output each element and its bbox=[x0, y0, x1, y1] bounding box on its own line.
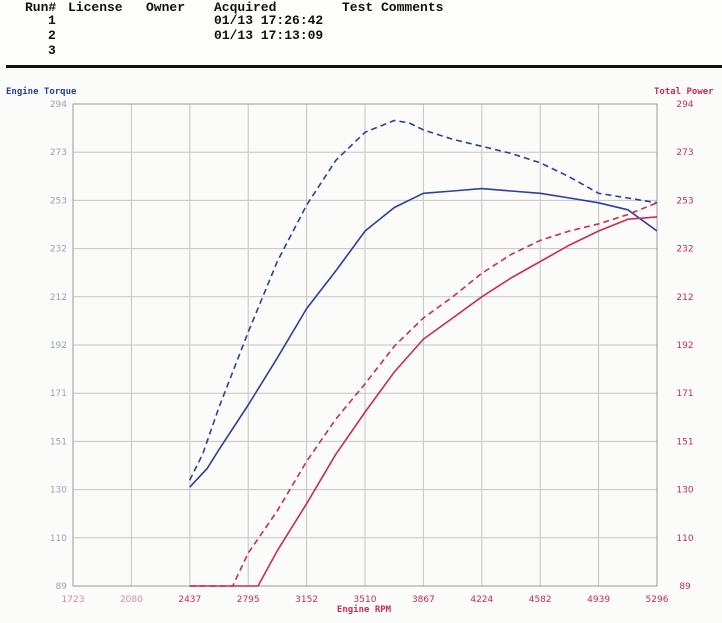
y-right-tick-labels: 89 110 130 151 171 192 212 232 253 273 294 bbox=[676, 100, 693, 592]
y-left-tick-label: 130 bbox=[50, 486, 67, 496]
chart-grid bbox=[72, 103, 658, 587]
y-left-tick-label: 192 bbox=[50, 341, 67, 351]
series-lines bbox=[188, 119, 658, 587]
x-tick-label: 5296 bbox=[646, 595, 669, 605]
y-left-tick-labels: 89 110 130 151 171 192 212 232 253 273 294 bbox=[50, 100, 67, 592]
col-license: License bbox=[68, 0, 123, 15]
x-tick-label: 3152 bbox=[295, 595, 318, 605]
x-axis-title: Engine RPM bbox=[337, 604, 392, 615]
y-right-tick-label: 151 bbox=[676, 437, 693, 447]
y-right-tick-label: 232 bbox=[676, 245, 693, 255]
x-tick-labels: 1723 2080 2437 2795 3152 3510 3867 4224 4582 4939… bbox=[62, 595, 669, 605]
y-right-tick-label: 253 bbox=[676, 196, 693, 206]
x-tick-label: 2080 bbox=[120, 595, 143, 605]
series-line-3 bbox=[189, 202, 658, 587]
y-right-tick-label: 110 bbox=[676, 534, 693, 544]
x-tick-label: 2795 bbox=[237, 595, 260, 605]
y-left-tick-label: 89 bbox=[56, 582, 68, 592]
row-2-acquired: 01/13 17:13:09 bbox=[214, 28, 324, 43]
y-left-tick-label: 294 bbox=[50, 100, 67, 110]
y-left-tick-label: 212 bbox=[50, 293, 67, 303]
y-right-tick-label: 273 bbox=[676, 148, 693, 158]
plot-frame bbox=[72, 103, 658, 587]
y-right-axis-title: Total Power bbox=[654, 87, 714, 97]
series-line-2 bbox=[189, 187, 658, 488]
col-acquired: Acquired bbox=[214, 0, 277, 15]
y-left-tick-label: 232 bbox=[50, 245, 67, 255]
y-left-tick-label: 273 bbox=[50, 148, 67, 158]
row-2-run: 2 bbox=[48, 28, 56, 43]
x-tick-label: 3867 bbox=[412, 595, 435, 605]
x-tick-label: 2437 bbox=[178, 595, 201, 605]
y-left-axis-title: Engine Torque bbox=[6, 86, 77, 97]
col-owner: Owner bbox=[146, 0, 186, 15]
x-tick-label: 4224 bbox=[470, 595, 493, 605]
x-tick-label: 4582 bbox=[529, 595, 552, 605]
row-1-acquired: 01/13 17:26:42 bbox=[214, 13, 324, 28]
x-tick-label: 3510 bbox=[354, 595, 377, 605]
y-right-tick-label: 171 bbox=[676, 389, 693, 399]
y-left-tick-label: 253 bbox=[50, 196, 67, 206]
header-divider bbox=[6, 65, 722, 68]
row-1-run: 1 bbox=[48, 13, 56, 28]
y-left-tick-label: 171 bbox=[50, 389, 67, 399]
y-right-tick-label: 192 bbox=[676, 341, 693, 351]
y-right-tick-label: 130 bbox=[676, 486, 693, 496]
col-run: Run# bbox=[25, 0, 57, 15]
y-left-tick-label: 110 bbox=[50, 534, 67, 544]
x-tick-label: 1723 bbox=[62, 595, 85, 605]
run-header: Run# License Owner Acquired Test Comment… bbox=[0, 0, 722, 62]
col-test-comments: Test Comments bbox=[342, 0, 444, 15]
series-line-4 bbox=[189, 216, 658, 587]
y-left-tick-label: 151 bbox=[50, 437, 67, 447]
row-3-run: 3 bbox=[48, 43, 56, 58]
x-tick-label: 4939 bbox=[587, 595, 610, 605]
y-right-tick-label: 89 bbox=[679, 582, 691, 592]
y-right-tick-label: 294 bbox=[676, 100, 693, 110]
y-right-tick-label: 212 bbox=[676, 293, 693, 303]
